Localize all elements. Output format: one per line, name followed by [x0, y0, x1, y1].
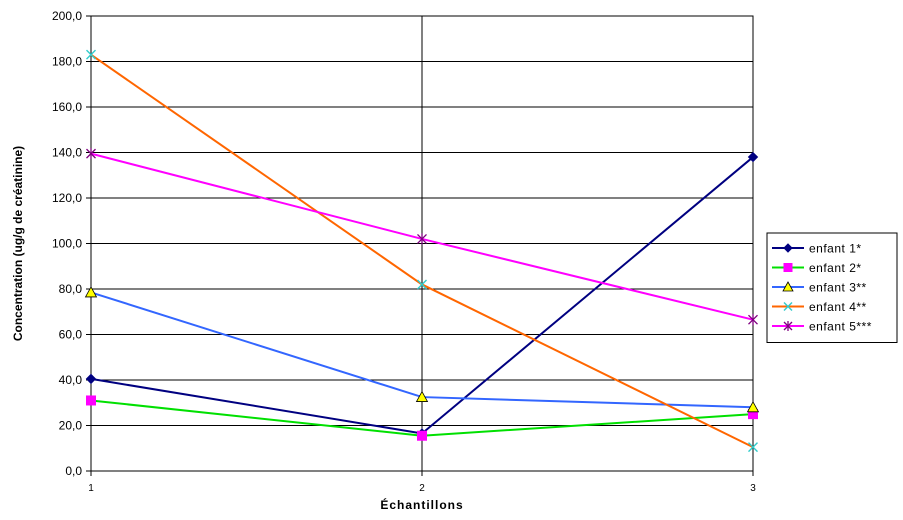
data-point [748, 314, 758, 326]
legend-item: enfant 1* [772, 242, 862, 256]
y-tick-label: 0,0 [65, 464, 82, 478]
x-axis-title: Échantillons [380, 497, 463, 512]
x-axis-ticks: 1 2 3 [88, 471, 756, 494]
data-point [417, 233, 427, 245]
legend-item: enfant 5*** [772, 320, 872, 334]
legend-marker [783, 321, 793, 331]
data-point [86, 49, 96, 60]
y-tick-label: 120,0 [52, 191, 82, 205]
y-tick-label: 100,0 [52, 237, 82, 251]
y-tick-label: 20,0 [59, 419, 83, 433]
data-point [415, 390, 429, 402]
data-point [417, 279, 427, 290]
legend-item: enfant 4** [772, 300, 867, 314]
x-tick-label: 3 [750, 483, 756, 494]
y-tick-label: 200,0 [52, 9, 82, 23]
data-point [84, 286, 98, 298]
series-markers [84, 49, 760, 453]
data-point [86, 148, 96, 160]
legend-item: enfant 2* [772, 261, 862, 275]
legend-marker [783, 243, 793, 253]
legend-item: enfant 3** [772, 281, 867, 295]
y-tick-label: 60,0 [59, 328, 83, 342]
y-tick-label: 140,0 [52, 146, 82, 160]
y-tick-label: 160,0 [52, 100, 82, 114]
data-point [85, 373, 97, 385]
x-tick-label: 2 [419, 483, 425, 494]
y-tick-label: 80,0 [59, 282, 83, 296]
legend-label: enfant 3** [809, 281, 867, 295]
data-point [747, 151, 759, 163]
legend: enfant 1* enfant 2* enfant 3** enfant 4** en… [766, 232, 898, 343]
data-point [417, 430, 427, 441]
legend-marker [782, 281, 794, 292]
legend-label: enfant 5*** [809, 320, 872, 334]
data-point [86, 395, 96, 406]
legend-label: enfant 1* [809, 242, 862, 256]
legend-label: enfant 4** [809, 300, 867, 314]
data-point [746, 400, 760, 413]
legend-label: enfant 2* [809, 261, 862, 275]
data-point [748, 442, 758, 453]
y-axis-ticks: 0,0 20,0 40,0 60,0 80,0 100,0 120,0 140,0 160,0 1… [52, 9, 91, 478]
legend-marker [783, 302, 793, 311]
y-axis-title: Concentration (ug/g de créatinine) [11, 146, 25, 341]
legend-marker [783, 263, 793, 272]
y-tick-label: 180,0 [52, 55, 82, 69]
x-tick-label: 1 [88, 483, 94, 494]
y-tick-label: 40,0 [59, 373, 83, 387]
